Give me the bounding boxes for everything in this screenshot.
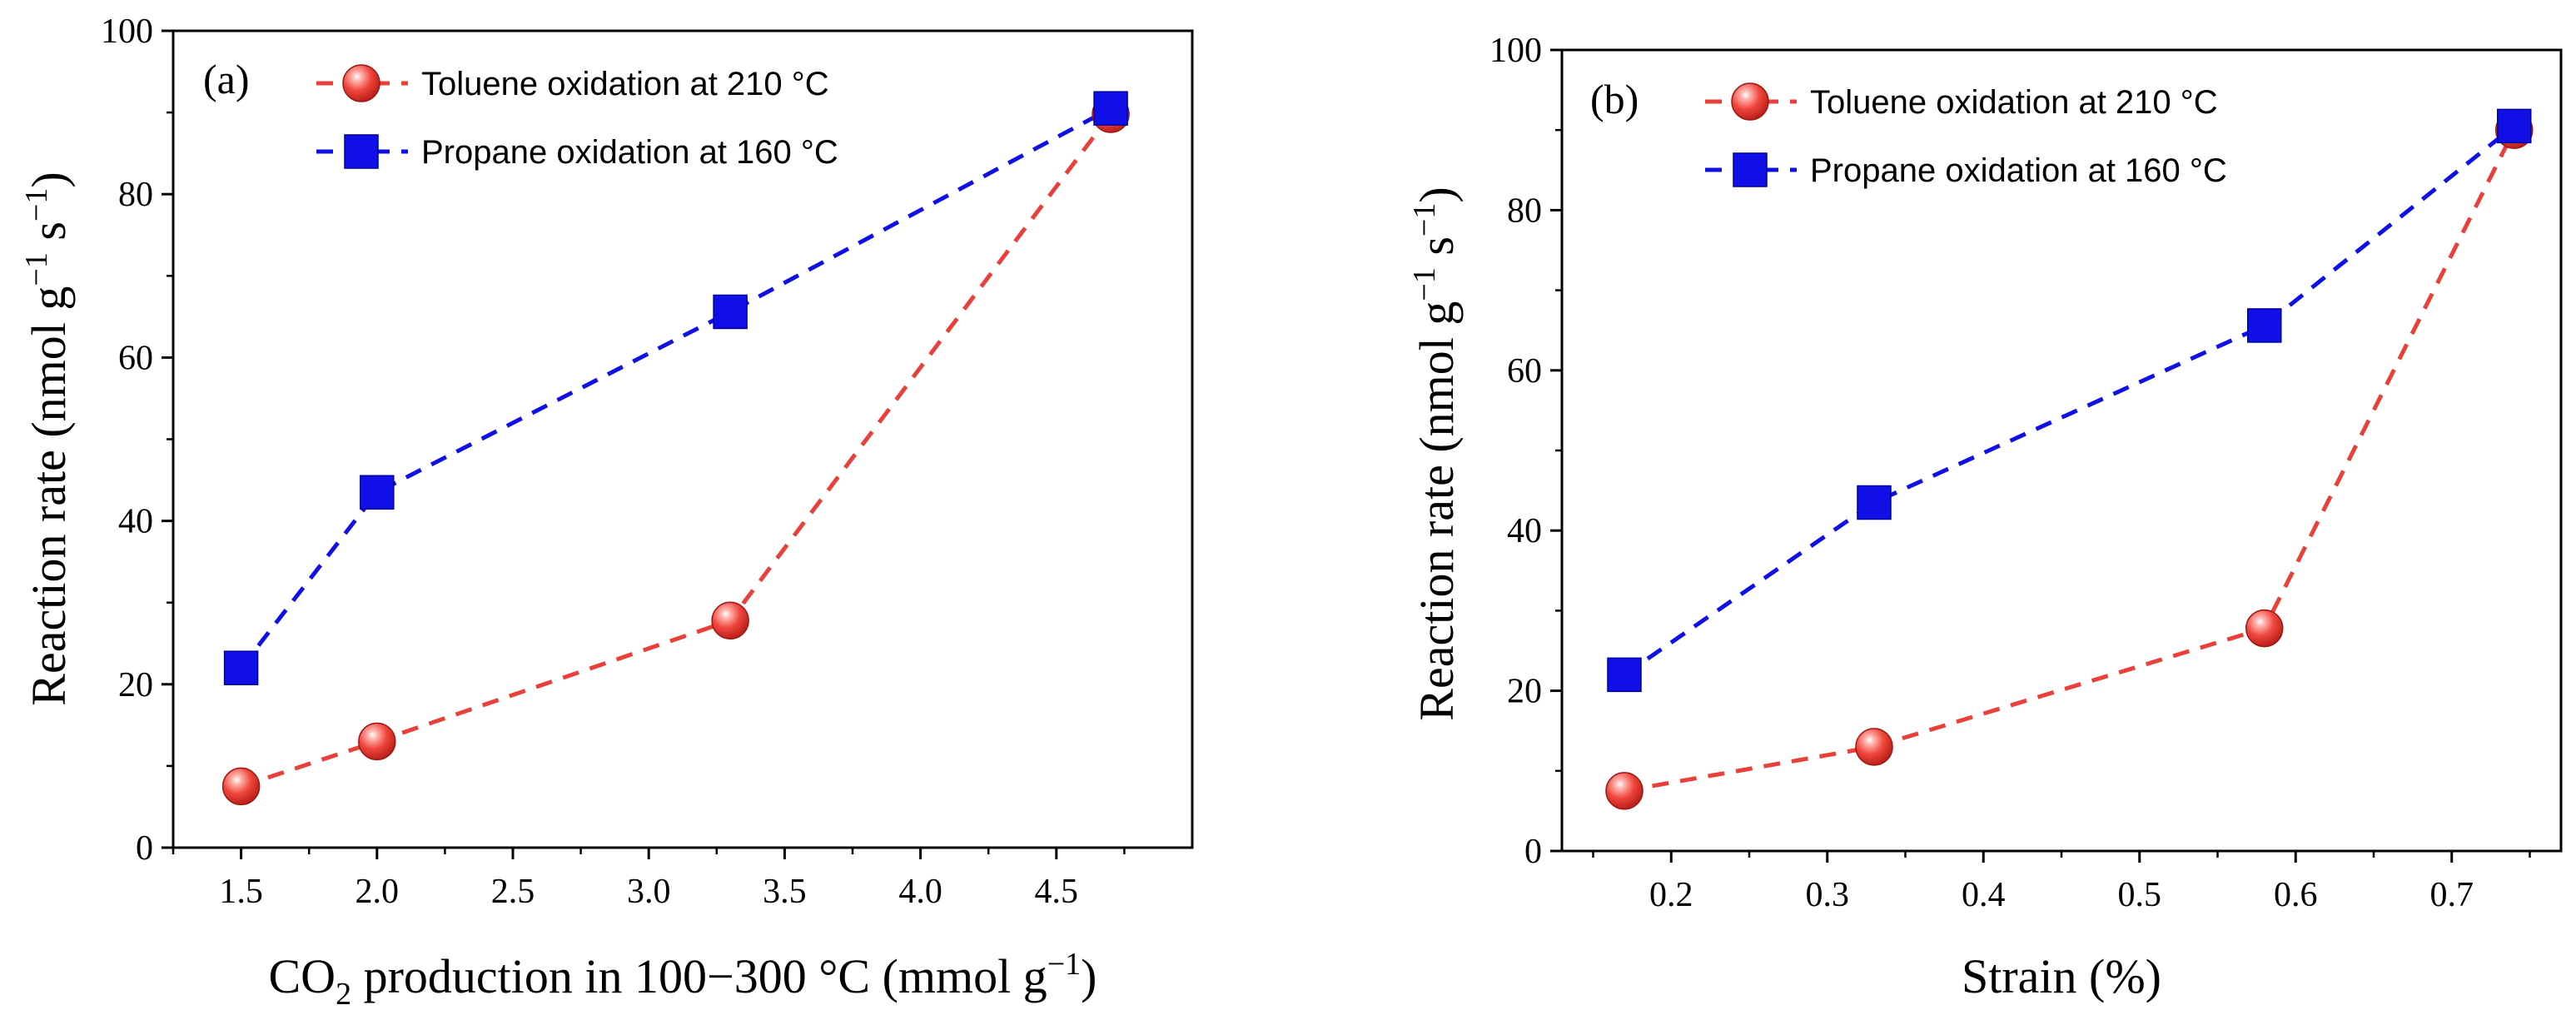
legend-label: Propane oxidation at 160 °C [1810, 152, 2227, 189]
y-tick-label: 40 [118, 503, 153, 541]
propane-data-point [1607, 657, 1642, 693]
y-tick-label: 60 [1507, 352, 1542, 391]
x-tick-label: 2.0 [356, 873, 400, 911]
x-tick-label: 4.5 [1035, 873, 1079, 911]
legend-marker [1733, 152, 1768, 187]
y-tick-label: 0 [1524, 833, 1542, 871]
y-tick-label: 100 [101, 12, 153, 51]
series-line-toluene [240, 112, 1113, 789]
x-tick-label: 0.6 [2274, 876, 2318, 914]
x-tick-label: 0.7 [2430, 876, 2474, 914]
toluene-data-point [1605, 772, 1644, 810]
propane-data-point [1857, 485, 1892, 520]
x-tick-label: 3.0 [627, 873, 671, 911]
propane-data-point [2247, 308, 2282, 343]
legend-marker [342, 64, 380, 102]
x-tick-label: 4.0 [898, 873, 942, 911]
y-tick-label: 40 [1507, 512, 1542, 550]
y-axis-title: Reaction rate (nmol g−1 s−1) [1407, 187, 1464, 720]
y-tick-label: 60 [118, 339, 153, 377]
propane-data-point [1093, 91, 1128, 126]
y-tick-label: 80 [118, 176, 153, 214]
legend-marker [1731, 82, 1769, 121]
x-axis-title: Strain (%) [1962, 949, 2161, 1003]
toluene-data-point [358, 722, 396, 761]
toluene-data-point [1855, 728, 1893, 766]
x-tick-label: 2.5 [491, 873, 535, 911]
x-axis-title: CO2 production in 100−300 °C (mmol g−1) [269, 947, 1097, 1012]
y-tick-label: 20 [1507, 673, 1542, 711]
y-tick-label: 80 [1507, 192, 1542, 230]
legend-label: Toluene oxidation at 210 °C [1810, 84, 2218, 121]
series-line-propane [239, 106, 1112, 669]
series-line-propane [1623, 124, 2516, 677]
x-tick-label: 3.5 [763, 873, 807, 911]
y-tick-label: 100 [1489, 32, 1542, 70]
toluene-data-point [2245, 609, 2284, 648]
toluene-data-point [221, 767, 261, 806]
legend-entry-toluene: Toluene oxidation at 210 °C [316, 64, 829, 102]
legend-marker [344, 134, 379, 169]
propane-data-point [360, 475, 395, 510]
x-tick-label: 0.2 [1649, 876, 1693, 914]
x-tick-label: 0.5 [2118, 876, 2162, 914]
legend-label: Propane oxidation at 160 °C [421, 134, 838, 171]
chart-panel-b: 0 20 40 60 80 100 0.2 0.3 0.4 0.5 0.6 0.7 (b) Toluene… [1407, 32, 2563, 1003]
y-axis-title: Reaction rate (nmol g−1 s−1) [19, 172, 76, 705]
series-line-toluene [1624, 129, 2516, 794]
legend-entry-toluene: Toluene oxidation at 210 °C [1705, 82, 2218, 121]
propane-data-point [2497, 108, 2532, 144]
panel-label: (a) [203, 56, 250, 102]
panel-label: (b) [1590, 76, 1639, 122]
legend-entry-propane: Propane oxidation at 160 °C [316, 134, 838, 171]
toluene-data-point [711, 601, 749, 640]
y-tick-label: 0 [136, 829, 153, 868]
y-tick-label: 20 [118, 666, 153, 704]
x-tick-label: 0.3 [1806, 876, 1850, 914]
chart-panel-a: 0 20 40 60 80 100 1.5 2.0 2.5 3.0 3.5 4.0 4.5 (a) Tolu… [19, 12, 1194, 1012]
legend-label: Toluene oxidation at 210 °C [421, 66, 829, 102]
x-tick-label: 1.5 [219, 873, 263, 911]
propane-data-point [223, 650, 259, 685]
propane-data-point [713, 294, 748, 330]
x-tick-label: 0.4 [1962, 876, 2006, 914]
legend-entry-propane: Propane oxidation at 160 °C [1705, 152, 2227, 189]
